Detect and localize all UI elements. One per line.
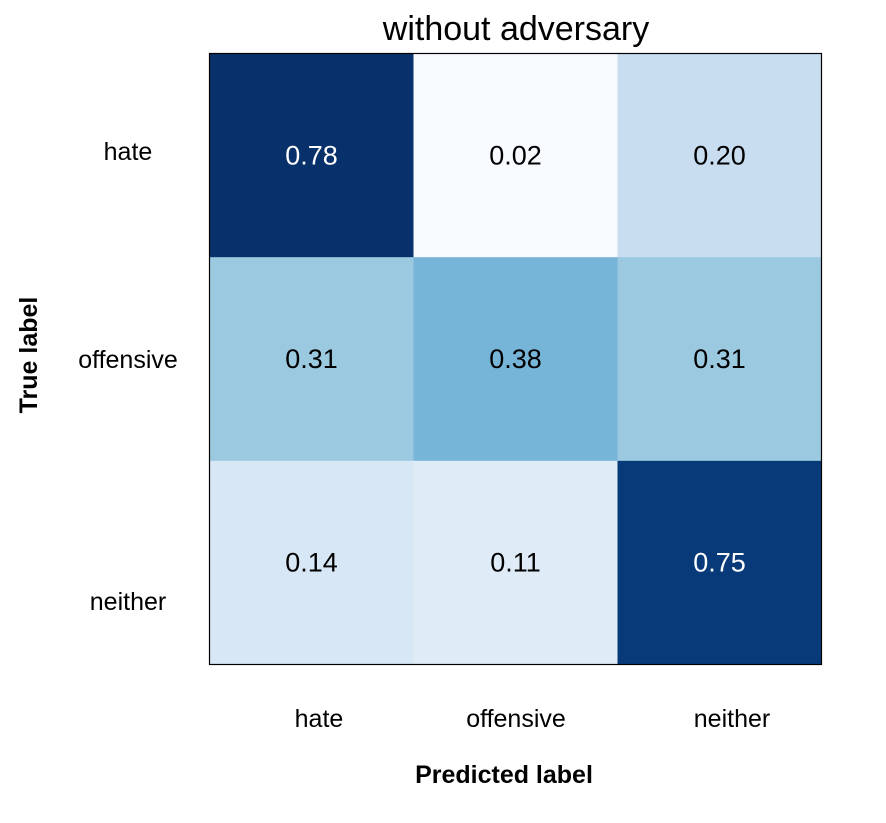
cell-value-label-r1-c0: 0.31 <box>285 344 338 374</box>
x-tick-label-1: offensive <box>466 705 566 733</box>
heatmap-cell-r2-c0 <box>209 460 414 665</box>
x-tick-label-2: neither <box>694 705 770 733</box>
cell-value-label-r2-c2: 0.75 <box>693 548 746 578</box>
heatmap-cell-r2-c2 <box>617 460 822 665</box>
chart-title: without adversary <box>382 10 649 48</box>
heatmap-cell-r2-c1 <box>413 460 618 665</box>
y-axis-label: True label <box>15 297 43 414</box>
heatmap-cells <box>209 53 822 665</box>
heatmap-cell-r1-c0 <box>209 257 414 462</box>
heatmap-cell-r1-c1 <box>413 257 618 462</box>
x-axis-label: Predicted label <box>415 761 593 789</box>
cell-value-labels: 0.78 0.02 0.20 0.31 0.38 0.31 0.14 0.11 0.75 <box>285 140 746 577</box>
cell-value-label-r2-c0: 0.14 <box>285 548 338 578</box>
y-tick-label-2: neither <box>90 588 166 616</box>
heatmap-cell-r0-c1 <box>413 53 618 258</box>
heatmap-cell-r0-c0 <box>209 53 414 258</box>
y-tick-label-1: offensive <box>78 346 178 374</box>
cell-value-label-r1-c1: 0.38 <box>489 344 542 374</box>
cell-value-label-r1-c2: 0.31 <box>693 344 746 374</box>
cell-value-label-r0-c2: 0.20 <box>693 140 746 170</box>
y-tick-labels: hate offensive neither <box>78 138 178 616</box>
cell-value-label-r0-c0: 0.78 <box>285 140 338 170</box>
y-tick-label-0: hate <box>104 138 153 166</box>
heatmap-cell-r1-c2 <box>617 257 822 462</box>
cell-value-label-r0-c1: 0.02 <box>489 140 542 170</box>
heatmap-cell-r0-c2 <box>617 53 822 258</box>
plot-frame <box>208 52 823 666</box>
cell-value-label-r2-c1: 0.11 <box>490 548 541 578</box>
x-tick-labels: hate offensive neither <box>295 705 771 733</box>
x-tick-label-0: hate <box>295 705 344 733</box>
